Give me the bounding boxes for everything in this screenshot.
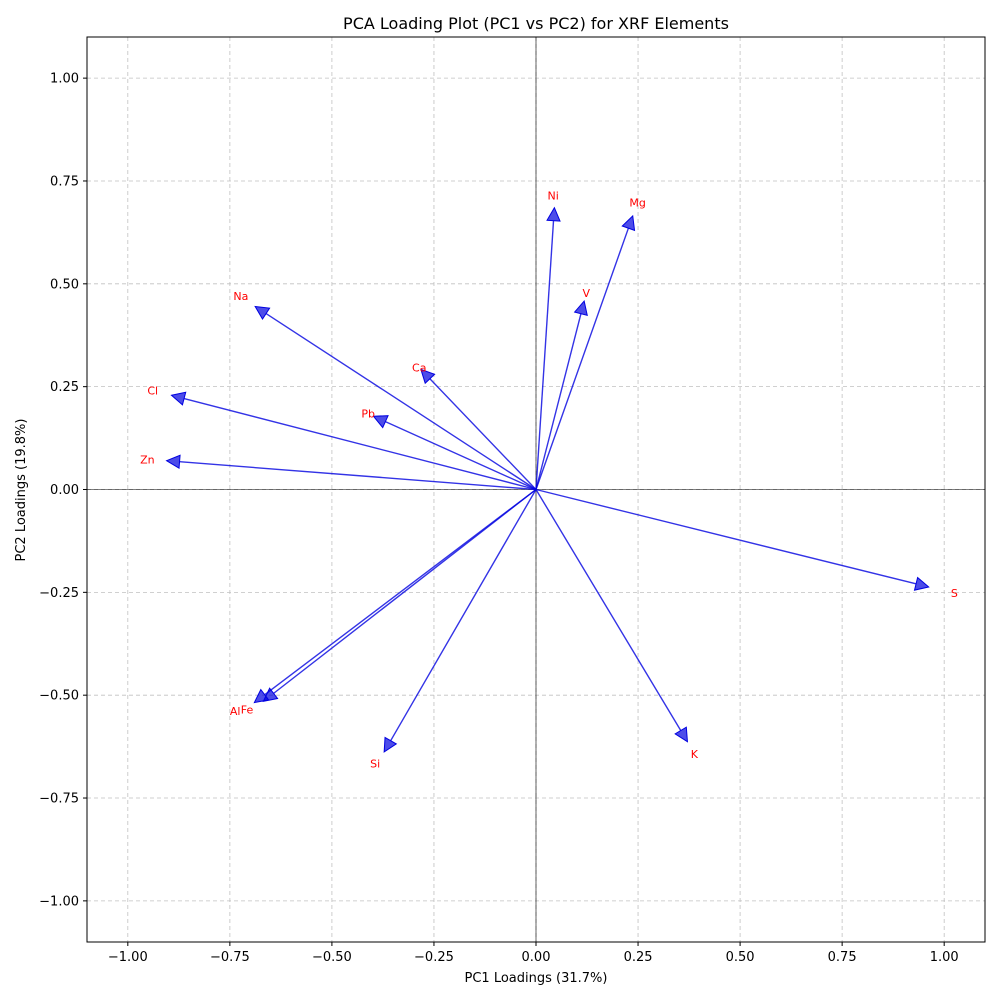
loading-arrow-si <box>383 489 537 753</box>
loading-label-ca: Ca <box>412 361 426 374</box>
x-tick-label: −0.75 <box>210 950 250 965</box>
chart-title: PCA Loading Plot (PC1 vs PC2) for XRF El… <box>343 14 729 33</box>
arrow-head <box>383 736 398 753</box>
arrow-shaft <box>535 227 630 490</box>
x-tick-label: 0.25 <box>624 950 653 965</box>
arrow-head <box>674 726 689 743</box>
loading-arrow-zn <box>165 454 537 491</box>
loading-label-mg: Mg <box>629 196 645 209</box>
y-tick-label: 1.00 <box>50 72 79 87</box>
arrow-shaft <box>265 312 537 491</box>
arrow-head <box>254 305 271 320</box>
loading-arrow-k <box>535 489 689 743</box>
loading-arrow-v <box>535 300 588 490</box>
x-tick-label: −0.50 <box>312 950 352 965</box>
y-axis-title: PC2 Loadings (19.8%) <box>14 419 29 562</box>
arrow-shaft <box>535 220 555 490</box>
loading-arrow-cl <box>170 391 537 491</box>
arrow-shaft <box>179 461 537 491</box>
arrow-head <box>546 206 561 222</box>
loading-arrow-na <box>254 305 537 491</box>
arrow-shaft <box>535 313 582 490</box>
y-tick-label: 0.00 <box>50 483 79 498</box>
x-axis-ticks: −1.00 −0.75 −0.50 −0.25 0.00 0.25 0.50 0.75 1.00 <box>108 942 959 965</box>
loading-arrow-mg <box>535 214 636 490</box>
arrow-shaft <box>273 488 537 694</box>
arrow-head <box>165 454 181 470</box>
y-tick-label: 0.75 <box>50 174 79 189</box>
x-tick-label: 0.75 <box>828 950 857 965</box>
arrow-head <box>420 368 436 385</box>
y-tick-label: 0.25 <box>50 380 79 395</box>
x-axis-title: PC1 Loadings (31.7%) <box>465 971 608 986</box>
loading-label-zn: Zn <box>140 453 155 466</box>
arrow-shaft <box>429 378 537 490</box>
arrow-head <box>621 214 636 232</box>
y-tick-label: −0.75 <box>39 792 79 807</box>
arrow-shaft <box>183 397 537 491</box>
y-tick-label: −0.50 <box>39 689 79 704</box>
loading-label-k: K <box>691 748 699 761</box>
arrow-shaft <box>385 420 537 491</box>
arrow-head <box>573 300 588 316</box>
loading-arrow-pb <box>372 415 537 491</box>
loading-label-fe: Fe <box>241 704 254 717</box>
loading-arrow-s <box>535 488 930 591</box>
loading-label-cl: Cl <box>147 384 158 397</box>
loading-arrow-fe <box>262 488 537 703</box>
x-tick-label: 0.50 <box>726 950 755 965</box>
arrow-shaft <box>390 489 537 742</box>
loading-label-v: V <box>582 287 590 300</box>
loading-label-pb: Pb <box>361 407 375 420</box>
loading-arrow-ni <box>535 206 561 490</box>
arrow-head <box>170 391 187 406</box>
loading-label-ni: Ni <box>547 189 558 202</box>
loading-label-s: S <box>951 587 958 600</box>
y-tick-label: −1.00 <box>39 894 79 909</box>
x-tick-label: −1.00 <box>108 950 148 965</box>
loading-labels: Ni Mg V Na Ca Cl Pb Zn S Al Fe Si K <box>140 189 958 770</box>
arrow-head <box>372 415 389 429</box>
loading-arrow-ca <box>420 368 537 490</box>
arrow-shaft <box>535 488 917 585</box>
loading-arrows <box>165 206 930 753</box>
arrow-head <box>913 576 930 591</box>
arrow-head <box>262 687 279 703</box>
x-tick-label: 1.00 <box>930 950 959 965</box>
y-tick-label: −0.25 <box>39 586 79 601</box>
y-tick-label: 0.50 <box>50 277 79 292</box>
arrow-shaft <box>264 488 537 696</box>
x-tick-label: 0.00 <box>522 950 551 965</box>
loading-label-si: Si <box>370 757 380 770</box>
loading-label-na: Na <box>233 290 248 303</box>
arrow-shaft <box>535 489 682 731</box>
x-tick-label: −0.25 <box>414 950 454 965</box>
y-axis-ticks: −1.00 −0.75 −0.50 −0.25 0.00 0.25 0.50 0.75 1.00 <box>39 72 87 909</box>
loading-label-al: Al <box>230 705 241 718</box>
